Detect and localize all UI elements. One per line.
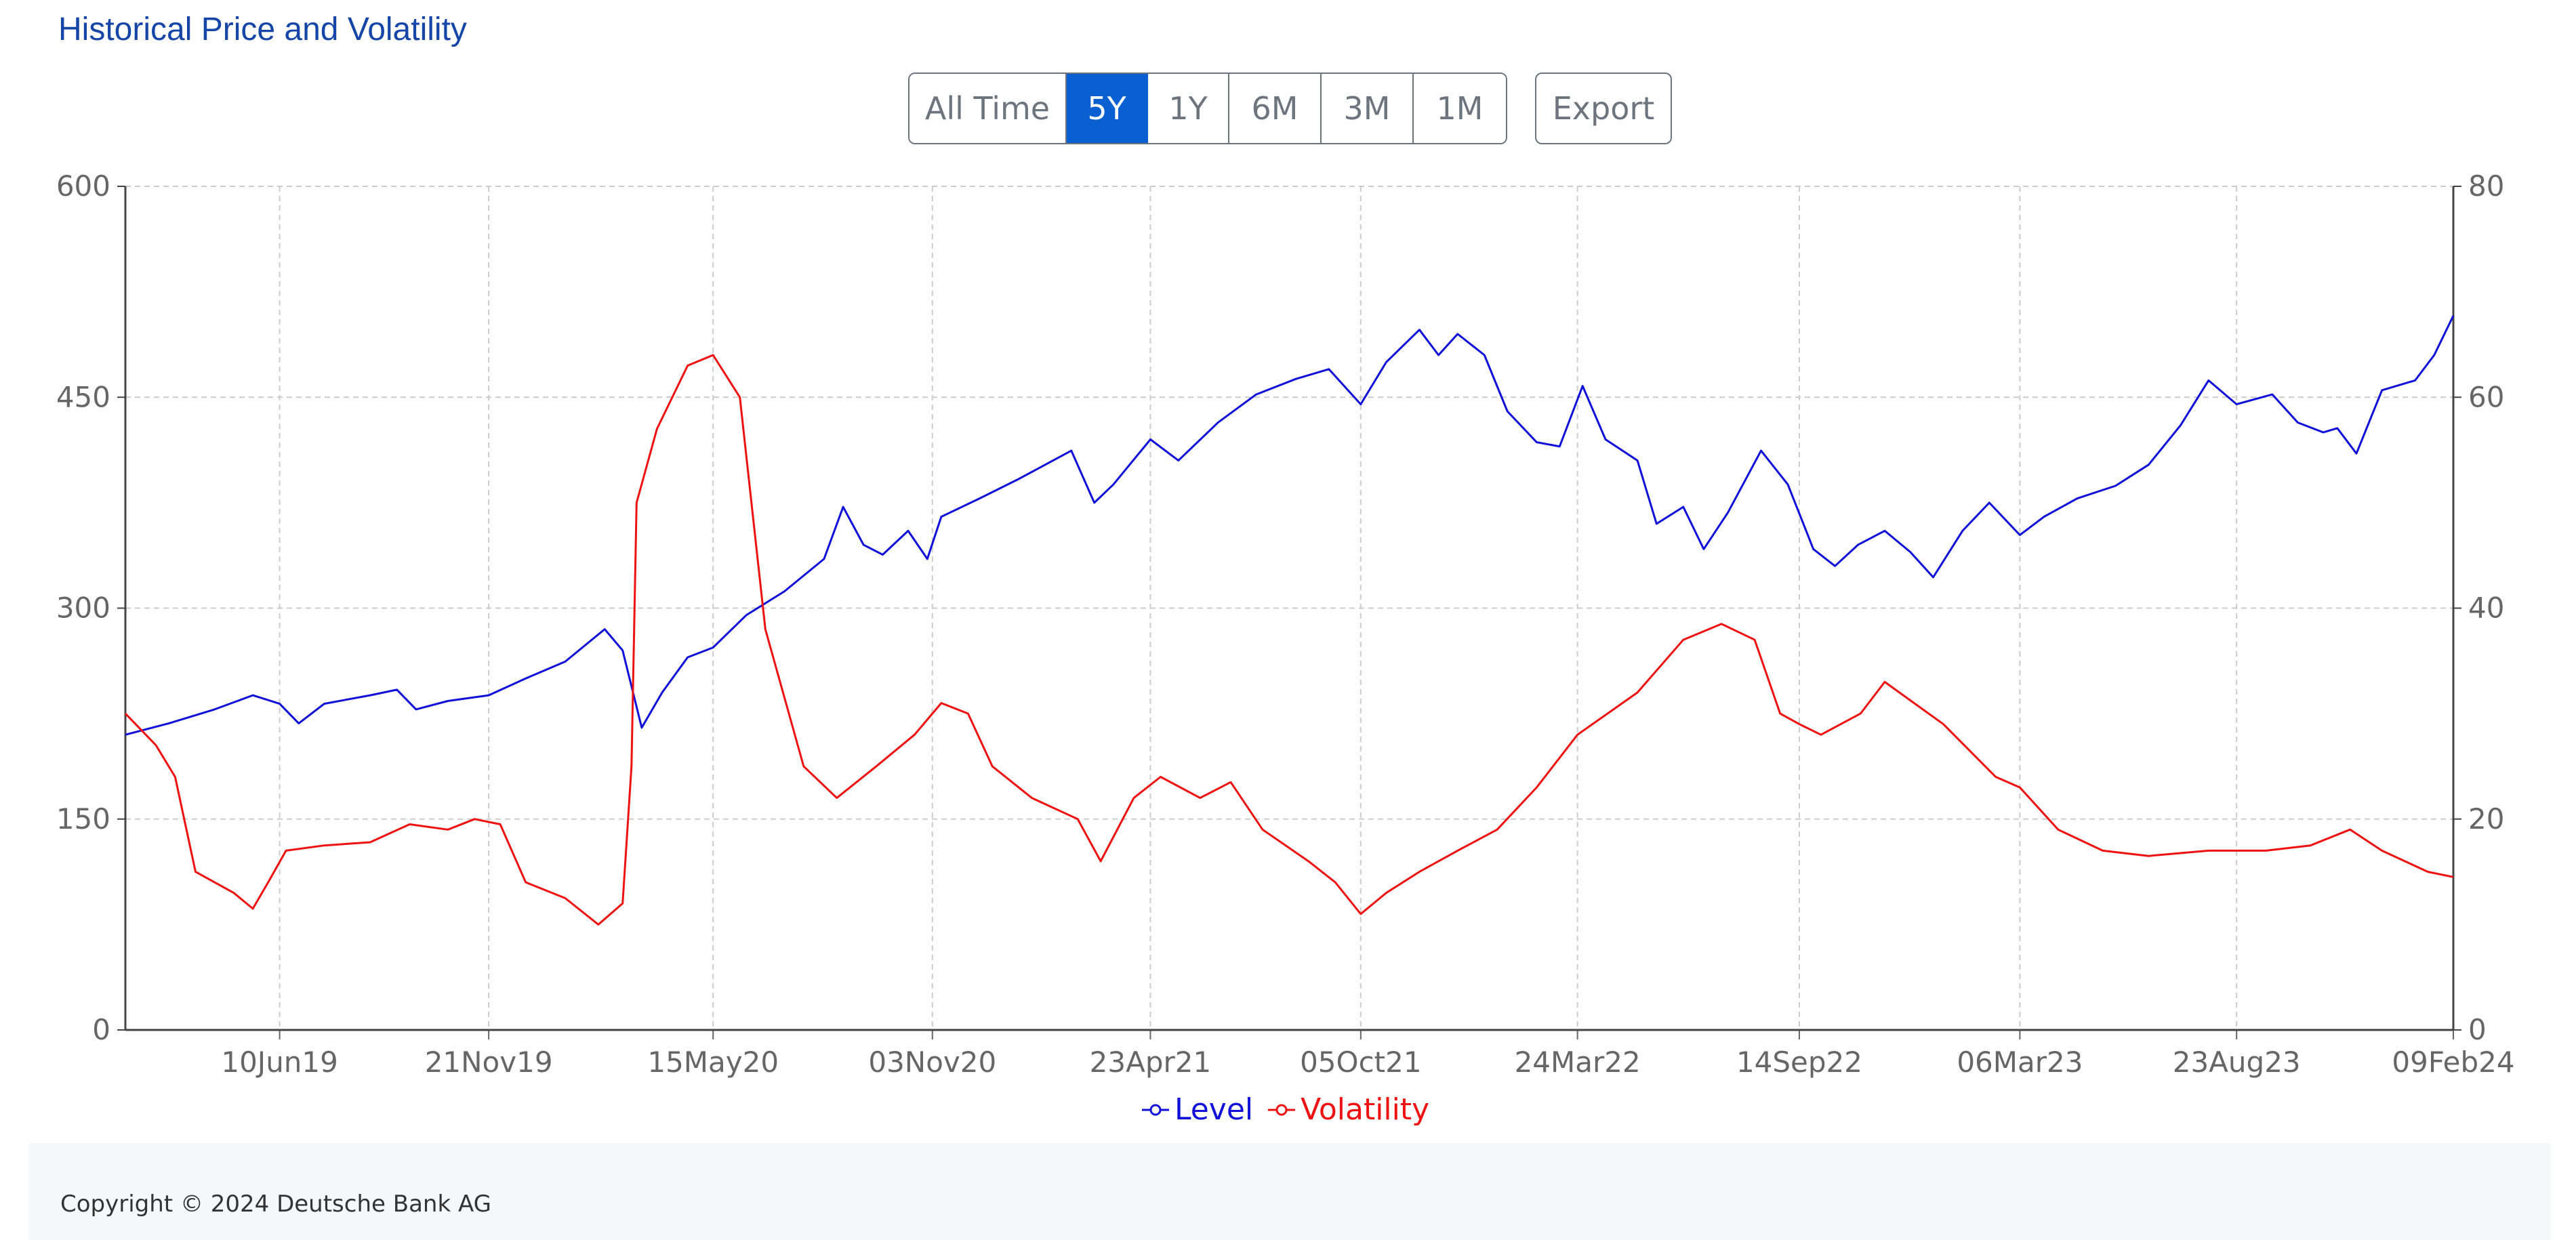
- volatility-series-line: [124, 354, 2454, 926]
- x-tick-label: 21Nov19: [425, 1046, 553, 1079]
- level-legend-icon: [1142, 1104, 1169, 1115]
- y-right-tick-label: 0: [2468, 1013, 2487, 1046]
- chart-legend: Level Volatility: [1142, 1092, 1429, 1127]
- y-right-tick-label: 80: [2468, 169, 2504, 203]
- x-tick-label: 14Sep22: [1736, 1046, 1862, 1079]
- legend-item-level[interactable]: Level: [1142, 1092, 1253, 1127]
- legend-volatility-label: Volatility: [1301, 1092, 1430, 1127]
- y-right-tick-label: 40: [2468, 592, 2504, 625]
- y-left-tick-label: 600: [56, 169, 110, 203]
- export-button[interactable]: Export: [1535, 73, 1672, 144]
- range-selector: All Time 5Y 1Y 6M 3M 1M: [908, 73, 1507, 144]
- y-left-tick-label: 300: [56, 592, 110, 625]
- legend-item-volatility[interactable]: Volatility: [1268, 1092, 1429, 1127]
- volatility-legend-icon: [1268, 1104, 1296, 1115]
- range-all-time-button[interactable]: All Time: [909, 74, 1067, 143]
- y-left-tick-label: 450: [56, 380, 110, 413]
- x-tick-label: 03Nov20: [868, 1046, 996, 1079]
- range-3m-button[interactable]: 3M: [1322, 74, 1414, 143]
- x-tick-label: 09Feb24: [2392, 1046, 2514, 1079]
- x-tick-label: 10Jun19: [221, 1046, 338, 1079]
- x-tick-label: 15May20: [647, 1046, 779, 1079]
- range-1m-button[interactable]: 1M: [1414, 74, 1506, 143]
- x-tick-label: 23Apr21: [1090, 1046, 1212, 1079]
- y-right-tick-label: 20: [2468, 802, 2504, 835]
- copyright-text: Copyright © 2024 Deutsche Bank AG: [60, 1191, 491, 1218]
- footer: Copyright © 2024 Deutsche Bank AG: [29, 1143, 2550, 1240]
- chart-title: Historical Price and Volatility: [58, 12, 467, 47]
- range-1y-button[interactable]: 1Y: [1148, 74, 1229, 143]
- x-tick-label: 06Mar23: [1957, 1046, 2083, 1079]
- x-tick-label: 23Aug23: [2173, 1046, 2301, 1079]
- y-left-tick-label: 0: [92, 1013, 110, 1046]
- y-left-tick-label: 150: [56, 802, 110, 835]
- legend-level-label: Level: [1174, 1092, 1254, 1127]
- range-5y-button[interactable]: 5Y: [1067, 74, 1148, 143]
- x-tick-label: 05Oct21: [1300, 1046, 1422, 1079]
- y-right-tick-label: 60: [2468, 380, 2504, 413]
- level-series-line: [125, 315, 2455, 736]
- price-volatility-chart: 0 150 300 450 600 0 20 40 60 80 10Jun19 21Nov19 15Ma…: [56, 169, 2515, 1079]
- x-tick-label: 24Mar22: [1515, 1046, 1641, 1079]
- range-6m-button[interactable]: 6M: [1229, 74, 1322, 143]
